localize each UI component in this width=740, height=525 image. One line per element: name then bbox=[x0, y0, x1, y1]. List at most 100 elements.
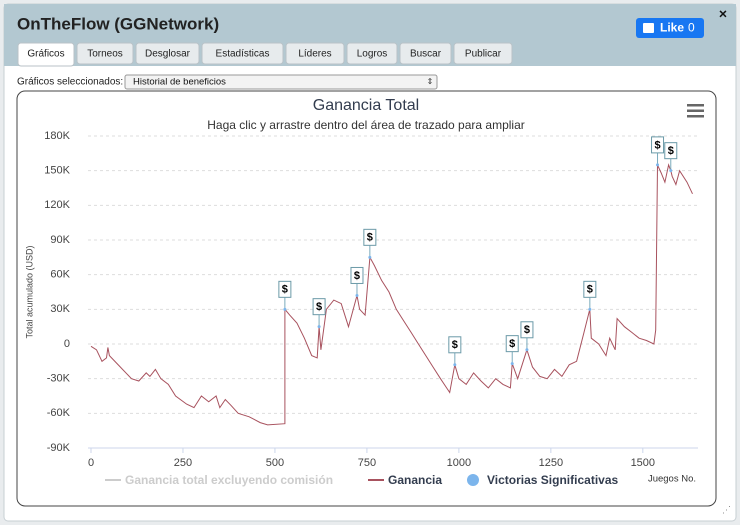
y-axis-label: Total acumulado (USD) bbox=[24, 245, 34, 338]
window-title: OnTheFlow (GGNetwork) bbox=[17, 14, 219, 33]
flag-label: $ bbox=[524, 324, 530, 336]
like-icon bbox=[643, 23, 654, 33]
selector-arrow: ⇕ bbox=[427, 77, 434, 86]
tab-bg bbox=[346, 42, 398, 65]
tab[interactable]: Publicar bbox=[453, 42, 513, 65]
tab-bg bbox=[135, 42, 200, 65]
legend-item[interactable]: Ganancia bbox=[368, 473, 442, 487]
tab[interactable]: Estadísticas bbox=[201, 42, 284, 65]
like-count: 0 bbox=[688, 21, 695, 35]
tab-label: Buscar bbox=[410, 49, 442, 60]
menu-bar bbox=[687, 115, 704, 118]
flag-box bbox=[278, 280, 292, 298]
flag-label: $ bbox=[354, 270, 360, 282]
x-tick-label: 250 bbox=[174, 457, 192, 469]
flag-label: $ bbox=[367, 232, 373, 244]
win-marker bbox=[525, 348, 529, 352]
y-tick-label: 120K bbox=[44, 199, 70, 211]
selector-label: Gráficos seleccionados: bbox=[17, 77, 123, 88]
flag-box bbox=[583, 280, 597, 298]
tab-label: Torneos bbox=[87, 49, 123, 60]
chart-subtitle: Haga clic y arrastre dentro del área de … bbox=[207, 118, 525, 132]
flag-label: $ bbox=[509, 338, 515, 350]
flag-label: $ bbox=[587, 284, 593, 296]
tab-label: Logros bbox=[357, 49, 388, 60]
y-tick-label: 180K bbox=[44, 130, 70, 142]
legend-label: Ganancia total excluyendo comisión bbox=[125, 473, 333, 487]
tab-label: Desglosar bbox=[145, 49, 191, 60]
flag-box bbox=[350, 266, 364, 284]
menu-bar bbox=[687, 104, 704, 107]
flag-box bbox=[505, 335, 519, 353]
tab[interactable]: Torneos bbox=[76, 42, 134, 65]
win-marker bbox=[317, 325, 321, 329]
legend-symbol bbox=[467, 474, 479, 486]
resize-handle: ⋰ bbox=[722, 504, 731, 514]
tab-label: Publicar bbox=[465, 49, 502, 60]
x-tick-label: 1250 bbox=[539, 457, 563, 469]
selector[interactable]: Historial de beneficios ⇕ bbox=[124, 74, 438, 90]
legend-item[interactable]: Ganancia total excluyendo comisión bbox=[105, 473, 333, 487]
tab-bg bbox=[285, 42, 345, 65]
like-button[interactable]: Like 0 bbox=[636, 18, 704, 38]
x-tick-label: 1500 bbox=[631, 457, 655, 469]
legend-item[interactable]: Victorias Significativas bbox=[467, 473, 618, 487]
tab-bg bbox=[76, 42, 134, 65]
tab[interactable]: Gráficos bbox=[17, 42, 75, 67]
win-marker bbox=[656, 163, 660, 167]
flag-box bbox=[363, 228, 377, 246]
tab-label: Estadísticas bbox=[216, 49, 270, 60]
x-tick-label: 500 bbox=[266, 457, 284, 469]
y-tick-label: 90K bbox=[50, 234, 70, 246]
tab[interactable]: Buscar bbox=[399, 42, 452, 65]
flag-box bbox=[651, 136, 665, 154]
flag-label: $ bbox=[282, 284, 288, 296]
win-marker bbox=[368, 255, 372, 259]
flag-box bbox=[664, 142, 678, 160]
flag-box bbox=[312, 298, 326, 316]
y-tick-label: -60K bbox=[47, 407, 71, 419]
flag-box bbox=[520, 321, 534, 339]
y-tick-label: 0 bbox=[64, 338, 70, 350]
chart-menu[interactable] bbox=[687, 104, 704, 118]
legend-label: Victorias Significativas bbox=[487, 473, 618, 487]
y-tick-label: 30K bbox=[50, 303, 70, 315]
tab[interactable]: Desglosar bbox=[135, 42, 200, 65]
win-marker bbox=[588, 307, 592, 311]
legend-label: Ganancia bbox=[388, 473, 442, 487]
x-tick-label: 750 bbox=[358, 457, 376, 469]
menu-bar bbox=[687, 109, 704, 112]
flag-label: $ bbox=[668, 145, 674, 157]
selector-value: Historial de beneficios bbox=[133, 77, 226, 88]
x-tick-label: 1000 bbox=[447, 457, 471, 469]
chart-title: Ganancia Total bbox=[313, 97, 419, 114]
flag-label: $ bbox=[654, 139, 660, 151]
flag-label: $ bbox=[452, 339, 458, 351]
x-tick-label: 0 bbox=[88, 457, 94, 469]
like-label: Like bbox=[660, 21, 684, 35]
win-marker bbox=[283, 307, 287, 311]
tab-label: Líderes bbox=[298, 49, 331, 60]
tab-bg bbox=[399, 42, 452, 65]
y-tick-label: 150K bbox=[44, 165, 70, 177]
win-marker bbox=[669, 169, 673, 173]
y-tick-label: 60K bbox=[50, 269, 70, 281]
y-tick-label: -90K bbox=[47, 442, 71, 454]
tab-label: Gráficos bbox=[27, 49, 64, 60]
flag-box bbox=[448, 336, 462, 354]
win-marker bbox=[355, 293, 359, 297]
tab-bg bbox=[453, 42, 513, 65]
selector-box bbox=[124, 74, 438, 90]
win-marker bbox=[510, 362, 514, 366]
y-tick-label: -30K bbox=[47, 373, 71, 385]
x-axis-label: Juegos No. bbox=[648, 474, 696, 485]
tab[interactable]: Líderes bbox=[285, 42, 345, 65]
tab[interactable]: Logros bbox=[346, 42, 398, 65]
close-button[interactable]: × bbox=[719, 6, 727, 22]
flag-label: $ bbox=[316, 301, 322, 313]
tab-bg bbox=[17, 42, 75, 67]
profit-line bbox=[90, 163, 693, 426]
win-marker bbox=[453, 363, 457, 367]
